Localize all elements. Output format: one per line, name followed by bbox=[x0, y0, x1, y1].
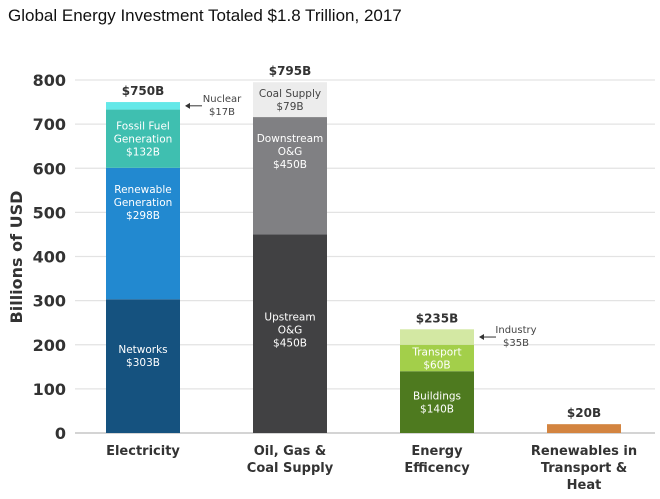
segment-value: $79B bbox=[276, 101, 303, 113]
y-tick-label: 300 bbox=[33, 292, 66, 311]
y-axis-label: Billions of USD bbox=[7, 191, 26, 324]
segment-name: Transport bbox=[411, 346, 461, 358]
chart-title: Global Energy Investment Totaled $1.8 Tr… bbox=[8, 6, 402, 25]
x-tick-label: Coal Supply bbox=[247, 461, 334, 476]
x-tick-label: Electricity bbox=[106, 444, 180, 459]
segment-name: Industry bbox=[495, 325, 536, 336]
segment-value: $17B bbox=[209, 107, 235, 118]
bar-segment bbox=[253, 117, 327, 235]
callout-arrowhead bbox=[185, 102, 190, 109]
x-tick-label: Energy bbox=[411, 444, 463, 459]
segment-name: Buildings bbox=[413, 391, 461, 403]
segment-value: $60B bbox=[423, 359, 450, 371]
bar-segment bbox=[400, 329, 474, 345]
bar-segment bbox=[253, 234, 327, 433]
segment-name: Renewable bbox=[114, 184, 171, 196]
segment-value: $140B bbox=[420, 404, 454, 416]
y-tick-label: 700 bbox=[33, 115, 66, 134]
bar-segment bbox=[400, 344, 474, 372]
y-tick-label: 100 bbox=[33, 380, 66, 399]
x-tick-label: Transport & bbox=[541, 461, 627, 476]
y-tick-label: 800 bbox=[33, 71, 66, 90]
callout-arrowhead bbox=[479, 334, 484, 341]
bar-total-label: $795B bbox=[269, 64, 312, 78]
bar-segment bbox=[253, 82, 327, 118]
segment-value: $450B bbox=[273, 338, 307, 350]
bar-segment bbox=[106, 167, 180, 300]
bar-segment bbox=[400, 371, 474, 433]
bar-segment bbox=[106, 299, 180, 433]
segment-name: Upstream bbox=[264, 312, 315, 324]
x-tick-label: Renewables in bbox=[531, 444, 637, 459]
segment-name: Fossil Fuel bbox=[116, 121, 170, 133]
bar-total-label: $750B bbox=[122, 84, 165, 98]
segment-value: $298B bbox=[126, 210, 160, 222]
y-tick-label: 500 bbox=[33, 203, 66, 222]
bar-segment bbox=[547, 424, 621, 433]
segment-value: $303B bbox=[126, 357, 160, 369]
segment-name: O&G bbox=[278, 325, 303, 337]
bar-total-label: $235B bbox=[416, 311, 459, 325]
bar-segment bbox=[106, 102, 180, 110]
bar-segment bbox=[106, 109, 180, 168]
y-tick-label: 0 bbox=[55, 424, 66, 443]
segment-name: O&G bbox=[278, 146, 303, 158]
segment-name: Coal Supply bbox=[259, 88, 321, 100]
segment-value: $132B bbox=[126, 147, 160, 159]
x-tick-label: Oil, Gas & bbox=[254, 444, 326, 459]
segment-name: Generation bbox=[114, 197, 173, 209]
x-tick-label: Efficency bbox=[404, 461, 470, 476]
bar-total-label: $20B bbox=[567, 406, 601, 420]
segment-name: Downstream bbox=[257, 133, 324, 145]
y-tick-label: 600 bbox=[33, 159, 66, 178]
y-tick-label: 200 bbox=[33, 336, 66, 355]
segment-name: Nuclear bbox=[203, 94, 242, 105]
segment-value: $35B bbox=[503, 338, 529, 349]
x-tick-label: Heat bbox=[567, 478, 602, 493]
segment-name: Generation bbox=[114, 134, 173, 146]
segment-value: $450B bbox=[273, 159, 307, 171]
segment-name: Networks bbox=[118, 344, 167, 356]
y-tick-label: 400 bbox=[33, 248, 66, 267]
